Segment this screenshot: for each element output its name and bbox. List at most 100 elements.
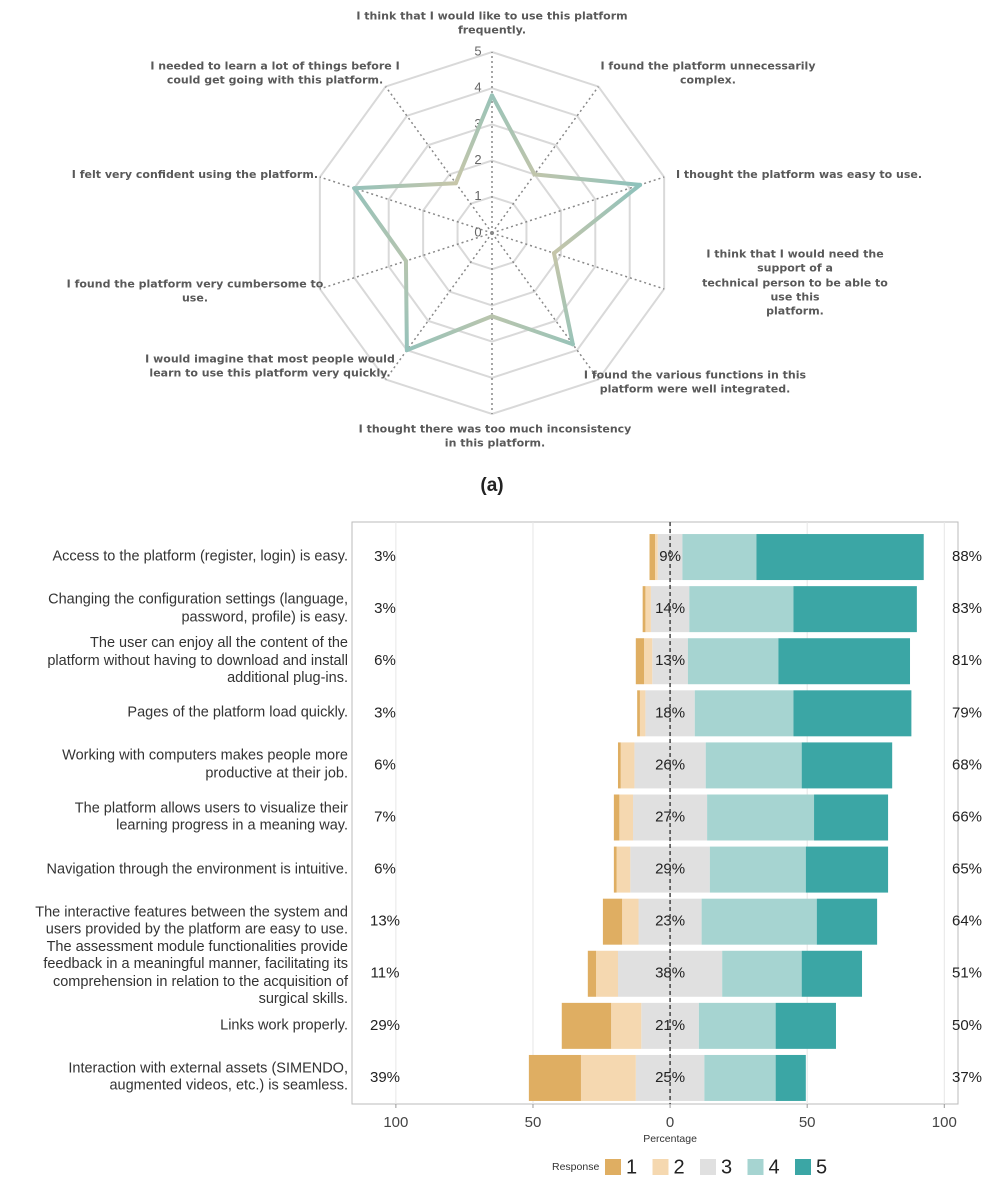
- r-tick-label: 3: [474, 116, 481, 131]
- radar-edge: [551, 251, 575, 347]
- radar-edge: [551, 182, 643, 256]
- bar-segment: [528, 1054, 581, 1101]
- right-total: 81%: [952, 652, 982, 669]
- bar-segment: [801, 950, 863, 997]
- left-total: 39%: [370, 1069, 400, 1086]
- bar-segment: [793, 690, 912, 737]
- bar-segment: [613, 846, 617, 893]
- radar-axis-label: I would imagine that most people would l…: [145, 352, 395, 380]
- radar-edge: [403, 258, 409, 353]
- right-total: 50%: [952, 1017, 982, 1034]
- bar-segment: [561, 1002, 612, 1049]
- category-label: The user can enjoy all the content of th…: [47, 635, 348, 686]
- grid-ring: [353, 87, 631, 379]
- bar-segment: [602, 898, 623, 945]
- neutral-total: 13%: [655, 652, 685, 669]
- right-total: 64%: [952, 913, 982, 930]
- r-tick-label: 1: [474, 188, 481, 203]
- grid-ring: [387, 123, 597, 343]
- left-total: 7%: [374, 808, 396, 825]
- category-label: Access to the platform (register, login)…: [52, 548, 349, 565]
- bar-segment: [611, 1002, 642, 1049]
- left-total: 3%: [374, 704, 396, 721]
- bar-segment: [587, 950, 597, 997]
- axis-spoke: [385, 232, 493, 380]
- bar-segment: [644, 638, 653, 685]
- radar-edge: [352, 186, 408, 263]
- x-tick-label: 50: [525, 1114, 542, 1131]
- r-tick-label: 4: [474, 80, 481, 95]
- radar-axis-label: I found the platform unnecessarily compl…: [600, 59, 816, 87]
- r-tick-label: 5: [474, 43, 481, 58]
- bar-segment: [775, 1054, 806, 1101]
- radar-edge: [404, 314, 494, 353]
- radar-edge: [490, 314, 575, 347]
- legend-label: 5: [816, 1156, 827, 1178]
- panel-label: (a): [480, 475, 503, 496]
- axis-spoke: [319, 176, 493, 234]
- neutral-total: 26%: [655, 756, 685, 773]
- bar-segment: [722, 950, 802, 997]
- bar-segment: [687, 638, 779, 685]
- bar-segment: [619, 794, 634, 841]
- bar-segment: [775, 1002, 836, 1049]
- radar-axis-label: I found the platform very cumbersome to …: [66, 277, 324, 305]
- legend-title: Response: [552, 1161, 599, 1173]
- left-total: 3%: [374, 548, 396, 565]
- bar-segment: [705, 742, 802, 789]
- legend-label: 1: [626, 1156, 637, 1178]
- legend-swatch: [700, 1159, 716, 1175]
- radar-edge: [490, 93, 537, 177]
- radar-edge: [532, 172, 643, 187]
- right-total: 51%: [952, 965, 982, 982]
- category-label: Interaction with external assets (SIMEND…: [68, 1060, 348, 1094]
- legend-label: 3: [721, 1156, 732, 1178]
- bar-segment: [704, 1054, 776, 1101]
- axis-spoke: [491, 232, 599, 380]
- bar-segment: [793, 586, 917, 633]
- radar-axis-label: I found the various functions in this pl…: [583, 368, 807, 396]
- neutral-total: 29%: [655, 861, 685, 878]
- bar-segment: [596, 950, 618, 997]
- bar-segment: [694, 690, 794, 737]
- bar-segment: [698, 1002, 776, 1049]
- bar-segment: [707, 794, 815, 841]
- bar-segment: [778, 638, 911, 685]
- bar-segment: [805, 846, 889, 893]
- bar-segment: [620, 742, 635, 789]
- bar-segment: [801, 742, 893, 789]
- bar-segment: [634, 742, 706, 789]
- bar-segment: [635, 638, 645, 685]
- right-total: 68%: [952, 756, 982, 773]
- bar-segment: [645, 586, 651, 633]
- legend-swatch: [747, 1159, 764, 1175]
- legend-swatch: [652, 1159, 669, 1175]
- grid-ring: [422, 159, 562, 307]
- x-tick-label: 0: [666, 1114, 674, 1131]
- axis-spoke: [491, 86, 599, 234]
- neutral-total: 9%: [659, 548, 681, 565]
- category-label: Navigation through the environment is in…: [46, 860, 348, 877]
- bar-segment: [622, 898, 639, 945]
- left-total: 13%: [370, 913, 400, 930]
- left-total: 29%: [370, 1017, 400, 1034]
- radar-axis-label: I thought the platform was easy to use.: [676, 167, 923, 181]
- left-total: 6%: [374, 756, 396, 773]
- axis-spoke: [385, 86, 493, 234]
- category-label: Changing the configuration settings (lan…: [48, 591, 348, 626]
- bar-segment: [580, 1054, 636, 1101]
- bar-segment: [756, 534, 924, 581]
- bar-segment: [616, 846, 631, 893]
- bar-segment: [617, 742, 621, 789]
- radar-edge: [352, 181, 458, 191]
- bar-segment: [639, 690, 646, 737]
- category-label: The platform allows users to visualize t…: [74, 800, 348, 834]
- bar-segment: [613, 794, 620, 841]
- category-label: Working with computers makes people more…: [62, 748, 348, 782]
- x-tick-label: 100: [932, 1114, 957, 1131]
- legend-swatch: [795, 1159, 811, 1175]
- bar-segment: [689, 586, 794, 633]
- category-label: Pages of the platform load quickly.: [127, 704, 348, 721]
